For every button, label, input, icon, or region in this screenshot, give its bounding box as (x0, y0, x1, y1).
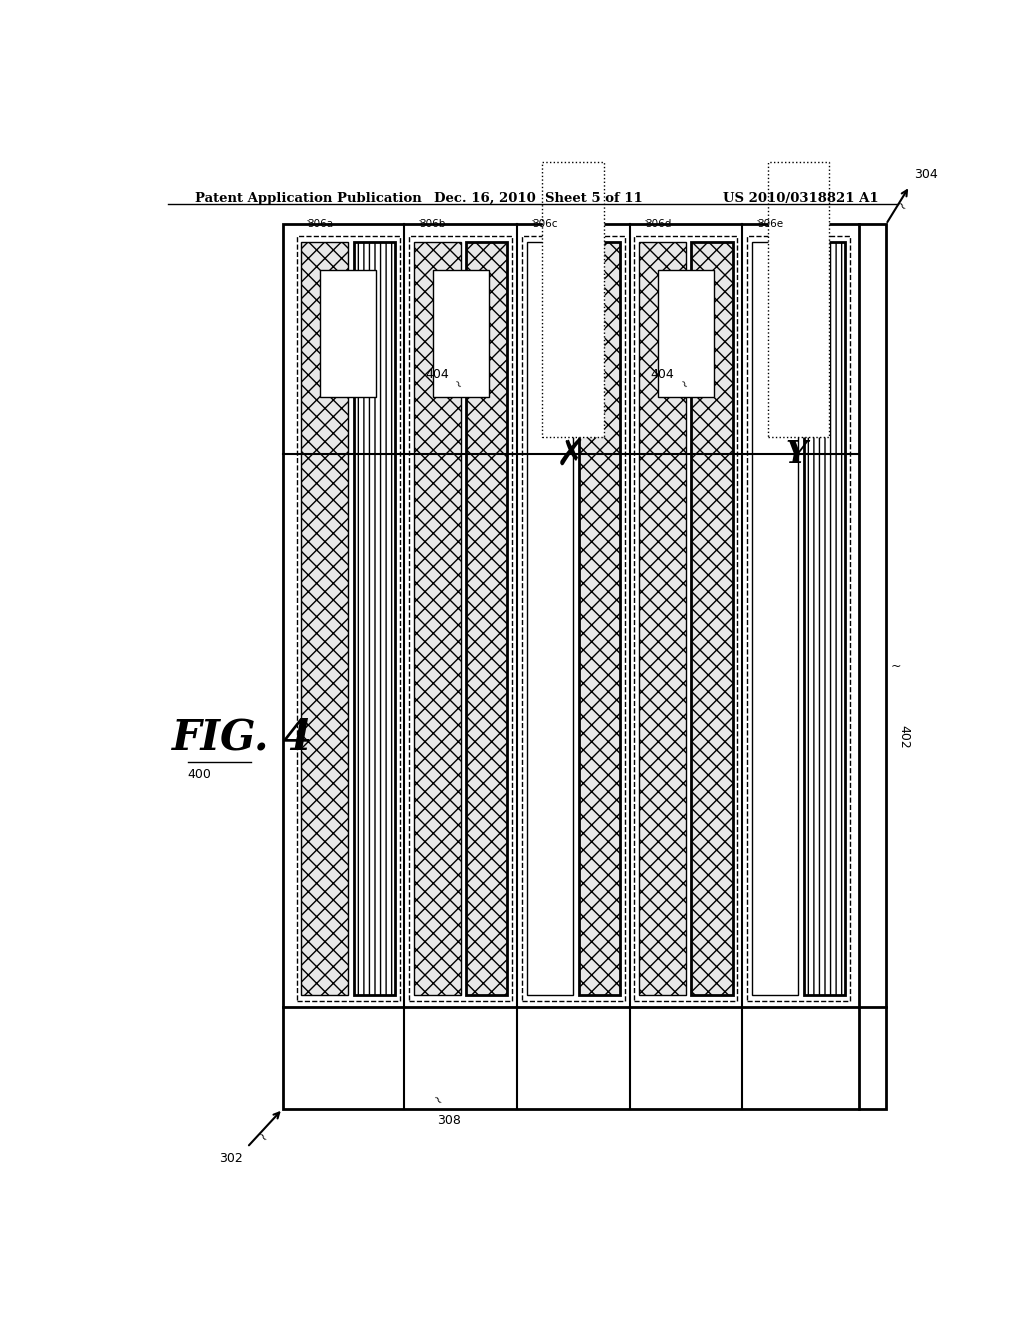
Text: 306e: 306e (758, 219, 783, 228)
Text: 306a: 306a (307, 219, 333, 228)
Text: 308: 308 (436, 1114, 461, 1127)
Text: 306c: 306c (532, 219, 558, 228)
Text: ~: ~ (751, 218, 764, 230)
Text: 404: 404 (425, 368, 449, 381)
Text: ~: ~ (525, 218, 539, 230)
Text: 306d: 306d (645, 219, 671, 228)
Text: ~: ~ (413, 218, 426, 230)
Text: ~: ~ (428, 1093, 444, 1109)
Bar (752, 242, 799, 995)
Text: 400: 400 (187, 768, 211, 781)
Bar (301, 242, 348, 995)
Text: ~: ~ (890, 660, 901, 673)
Bar (526, 242, 573, 995)
Text: ~: ~ (300, 218, 313, 230)
Text: ✗: ✗ (556, 437, 586, 471)
Bar (283, 224, 886, 1109)
Text: ~: ~ (451, 379, 464, 392)
Bar (579, 242, 621, 995)
Bar (466, 242, 508, 995)
Bar (768, 162, 829, 437)
Text: 404: 404 (650, 368, 674, 381)
Bar (522, 236, 625, 1001)
Bar (691, 242, 732, 995)
Bar (746, 236, 850, 1001)
Bar (543, 162, 604, 437)
Text: Dec. 16, 2010  Sheet 5 of 11: Dec. 16, 2010 Sheet 5 of 11 (433, 191, 642, 205)
Text: ~: ~ (253, 1129, 269, 1146)
Text: ~: ~ (638, 218, 651, 230)
Bar (634, 236, 737, 1001)
Text: Patent Application Publication: Patent Application Publication (196, 191, 422, 205)
Text: FIG. 4: FIG. 4 (172, 717, 312, 759)
Text: US 2010/0318821 A1: US 2010/0318821 A1 (723, 191, 879, 205)
Text: 402: 402 (898, 726, 910, 750)
Bar (657, 271, 714, 397)
Text: ~: ~ (675, 379, 688, 392)
Bar (353, 242, 395, 995)
Text: ~: ~ (892, 198, 908, 214)
Bar (639, 242, 686, 995)
Bar (297, 236, 399, 1001)
Text: 306b: 306b (420, 219, 445, 228)
Bar (414, 242, 461, 995)
Bar (410, 236, 512, 1001)
Bar (432, 271, 488, 397)
Text: 304: 304 (913, 168, 937, 181)
Text: 302: 302 (219, 1152, 243, 1166)
Text: Y: Y (785, 438, 807, 470)
Bar (804, 242, 845, 995)
Bar (319, 271, 376, 397)
